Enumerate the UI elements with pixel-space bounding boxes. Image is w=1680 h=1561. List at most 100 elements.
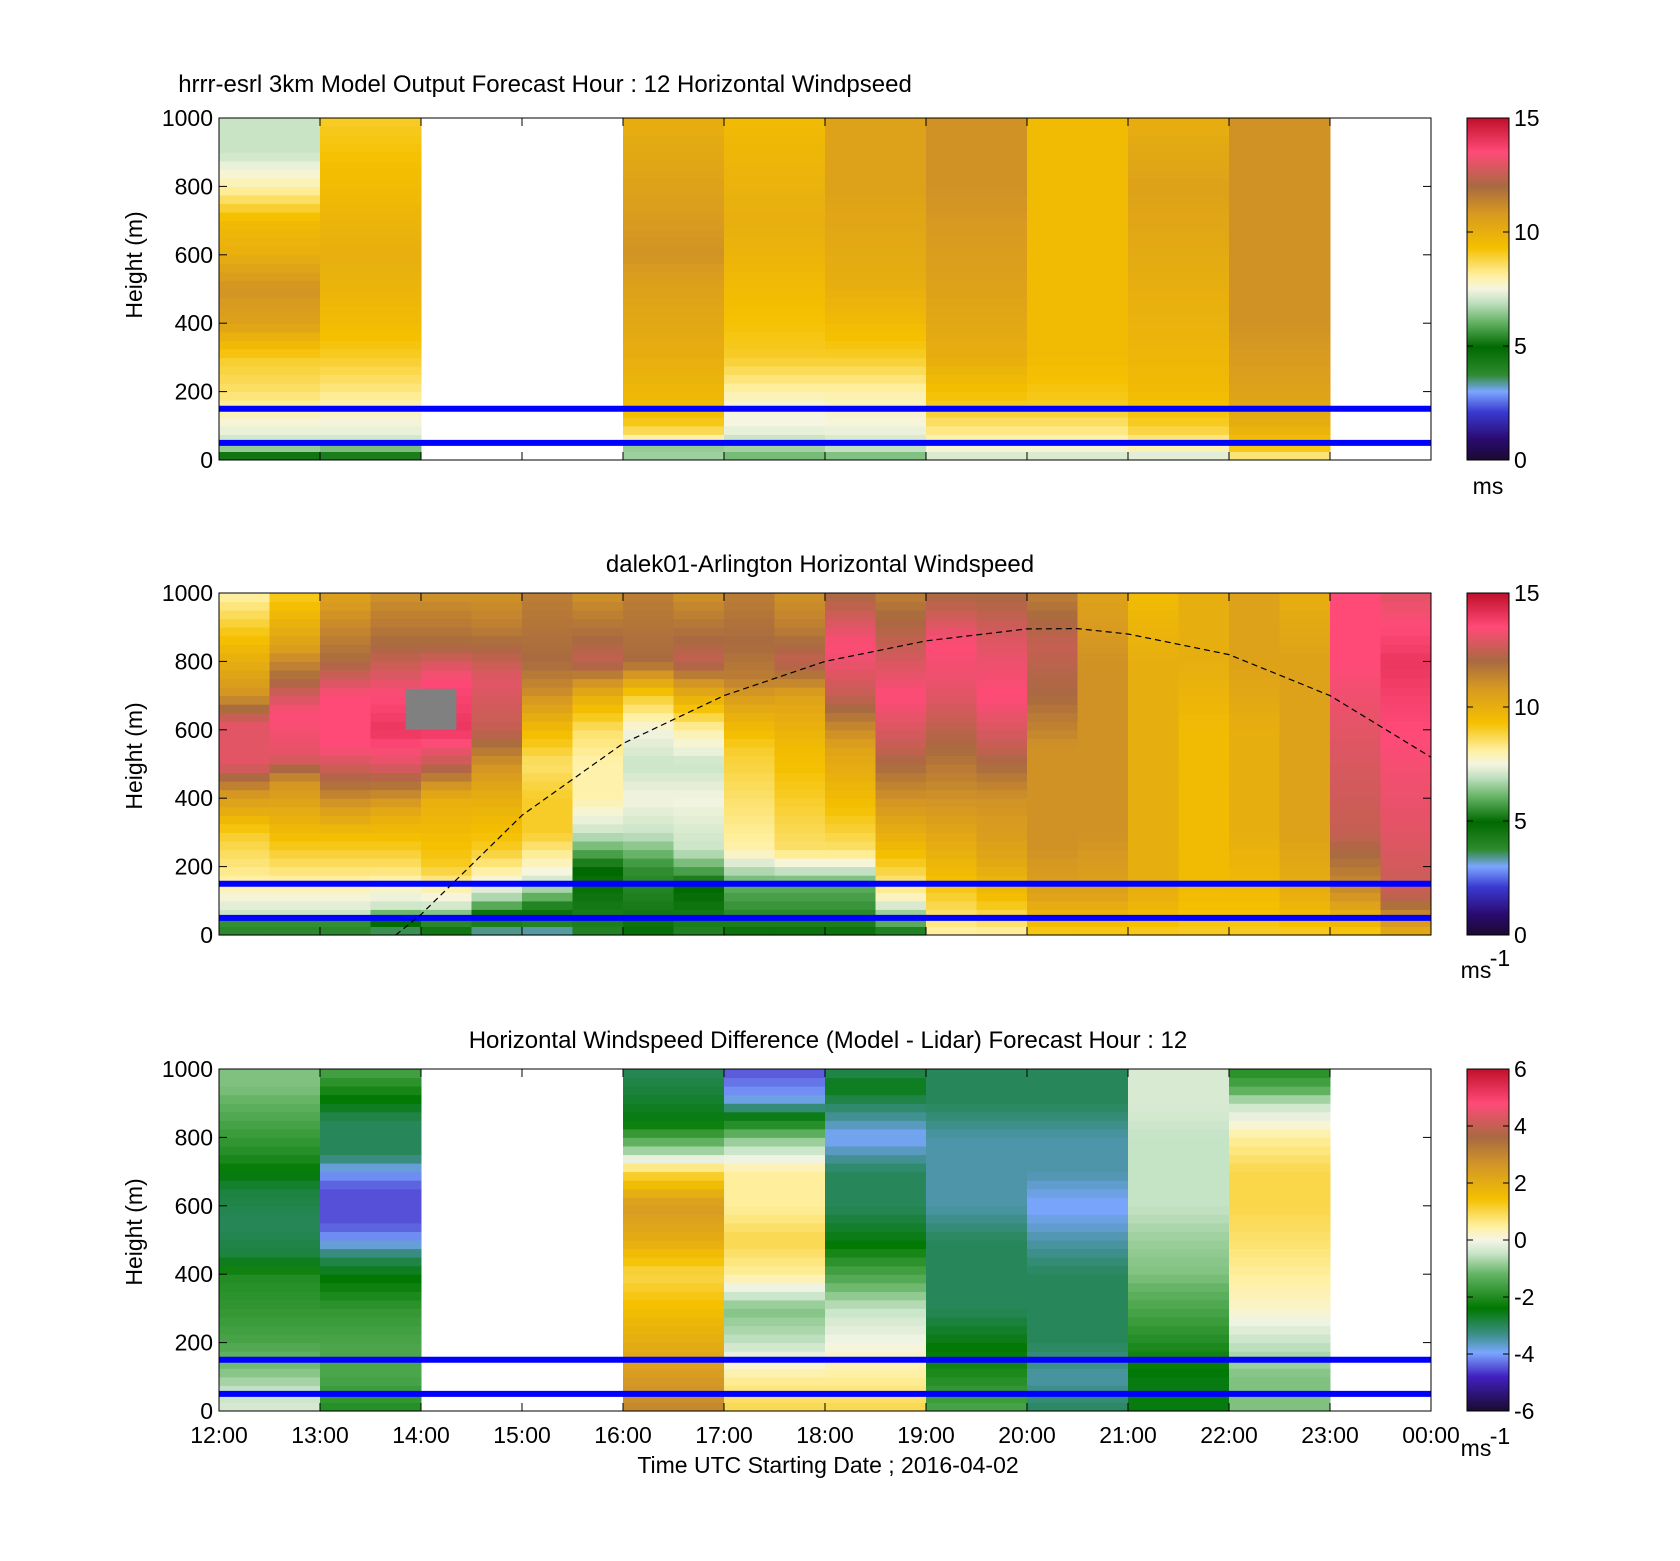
- heatmap-cell: [1229, 798, 1280, 808]
- heatmap-cell: [219, 712, 270, 722]
- heatmap-cell: [875, 849, 927, 859]
- heatmap-cell: [370, 917, 422, 927]
- heatmap-cell: [219, 289, 321, 299]
- heatmap-cell: [926, 909, 977, 919]
- heatmap-cell: [1027, 704, 1078, 714]
- heatmap-cell: [1027, 1291, 1129, 1301]
- heatmap-cell: [522, 670, 573, 680]
- heatmap-cell: [1027, 1334, 1129, 1344]
- heatmap-cell: [1027, 1188, 1129, 1198]
- heatmap-cell: [421, 875, 472, 885]
- x-tick-label: 20:00: [998, 1422, 1056, 1448]
- heatmap-cell: [926, 169, 1028, 179]
- heatmap-cell: [320, 1274, 422, 1284]
- heatmap-cell: [320, 203, 422, 213]
- heatmap-cell: [320, 237, 422, 247]
- x-ticks: [218, 1069, 1432, 1411]
- heatmap-cell: [1027, 815, 1078, 825]
- heatmap-cell: [1178, 746, 1230, 756]
- heatmap-cell: [219, 1385, 321, 1395]
- heatmap-cell: [522, 635, 573, 645]
- heatmap-cell: [724, 772, 775, 782]
- heatmap-cell: [1229, 883, 1280, 893]
- heatmap-cell: [320, 883, 371, 893]
- heatmap-cell: [623, 297, 725, 307]
- heatmap-cell: [219, 400, 321, 410]
- heatmap-cell: [1027, 365, 1129, 375]
- heatmap-cell: [825, 1163, 927, 1173]
- heatmap-cell: [1027, 212, 1129, 222]
- heatmap-cell: [825, 434, 927, 444]
- panel-title: hrrr-esrl 3km Model Output Forecast Hour…: [178, 71, 912, 98]
- heatmap-cell: [825, 186, 927, 196]
- heatmap-cell: [623, 220, 725, 230]
- heatmap-cell: [1330, 849, 1381, 859]
- heatmap-cell: [774, 883, 826, 893]
- heatmap-cell: [724, 875, 775, 885]
- heatmap-cell: [219, 858, 270, 868]
- heatmap-cell: [320, 400, 422, 410]
- heatmap-cell: [219, 1077, 321, 1087]
- heatmap-cell: [926, 1317, 1028, 1327]
- heatmap-cell: [370, 789, 422, 799]
- heatmap-cell: [1128, 832, 1179, 842]
- heatmap-cell: [1229, 1154, 1331, 1164]
- heatmap-cell: [1229, 789, 1280, 799]
- heatmap-cell: [825, 1222, 927, 1232]
- heatmap-cell: [1027, 1171, 1129, 1181]
- heatmap-cell: [1027, 1205, 1129, 1215]
- heatmap-cell: [269, 721, 321, 731]
- heatmap-cell: [219, 1274, 321, 1284]
- heatmap-cell: [1330, 892, 1381, 902]
- heatmap-cell: [724, 704, 775, 714]
- heatmap-cell: [219, 627, 270, 637]
- heatmap-cell: [825, 764, 876, 774]
- heatmap-cell: [1077, 601, 1129, 611]
- heatmap-cell: [926, 746, 977, 756]
- heatmap-cell: [1178, 738, 1230, 748]
- heatmap-cell: [825, 297, 927, 307]
- heatmap-cell: [269, 704, 321, 714]
- heatmap-cell: [976, 661, 1028, 671]
- heatmap-cell: [1279, 772, 1331, 782]
- heatmap-cell: [1027, 383, 1129, 393]
- heatmap-cell: [623, 1299, 725, 1309]
- heatmap-cell: [1229, 1385, 1331, 1395]
- heatmap-cell: [471, 652, 523, 662]
- heatmap-cell: [724, 798, 775, 808]
- y-tick-label: 400: [175, 310, 213, 336]
- heatmap-cell: [1128, 841, 1179, 851]
- heatmap-cell: [1077, 806, 1129, 816]
- heatmap-cell: [1229, 1163, 1331, 1173]
- heatmap-cell: [572, 678, 624, 688]
- heatmap-cell: [572, 635, 624, 645]
- heatmap-cell: [825, 1197, 927, 1207]
- heatmap-cell: [572, 687, 624, 697]
- heatmap-cell: [320, 1154, 422, 1164]
- heatmap-cell: [1229, 900, 1280, 910]
- heatmap-cell: [875, 695, 927, 705]
- heatmap-cell: [875, 610, 927, 620]
- heatmap-cell: [724, 365, 826, 375]
- heatmap-cell: [1279, 926, 1331, 936]
- heatmap-cell: [1128, 661, 1179, 671]
- heatmap-cell: [219, 280, 321, 290]
- heatmap-cell: [1178, 883, 1230, 893]
- heatmap-cell: [623, 815, 674, 825]
- heatmap-cell: [370, 883, 422, 893]
- heatmap-cell: [1229, 652, 1280, 662]
- heatmap-cell: [724, 1393, 826, 1403]
- heatmap-cell: [976, 712, 1028, 722]
- heatmap-cell: [1178, 764, 1230, 774]
- heatmap-cell: [219, 1376, 321, 1386]
- heatmap-cell: [1027, 644, 1078, 654]
- heatmap-cell: [1128, 1069, 1230, 1079]
- heatmap-cell: [1229, 875, 1280, 885]
- heatmap-cell: [1128, 1317, 1230, 1327]
- heatmap-cell: [724, 1299, 826, 1309]
- heatmap-cell: [1229, 365, 1331, 375]
- heatmap-cell: [623, 237, 725, 247]
- heatmap-cell: [1077, 678, 1129, 688]
